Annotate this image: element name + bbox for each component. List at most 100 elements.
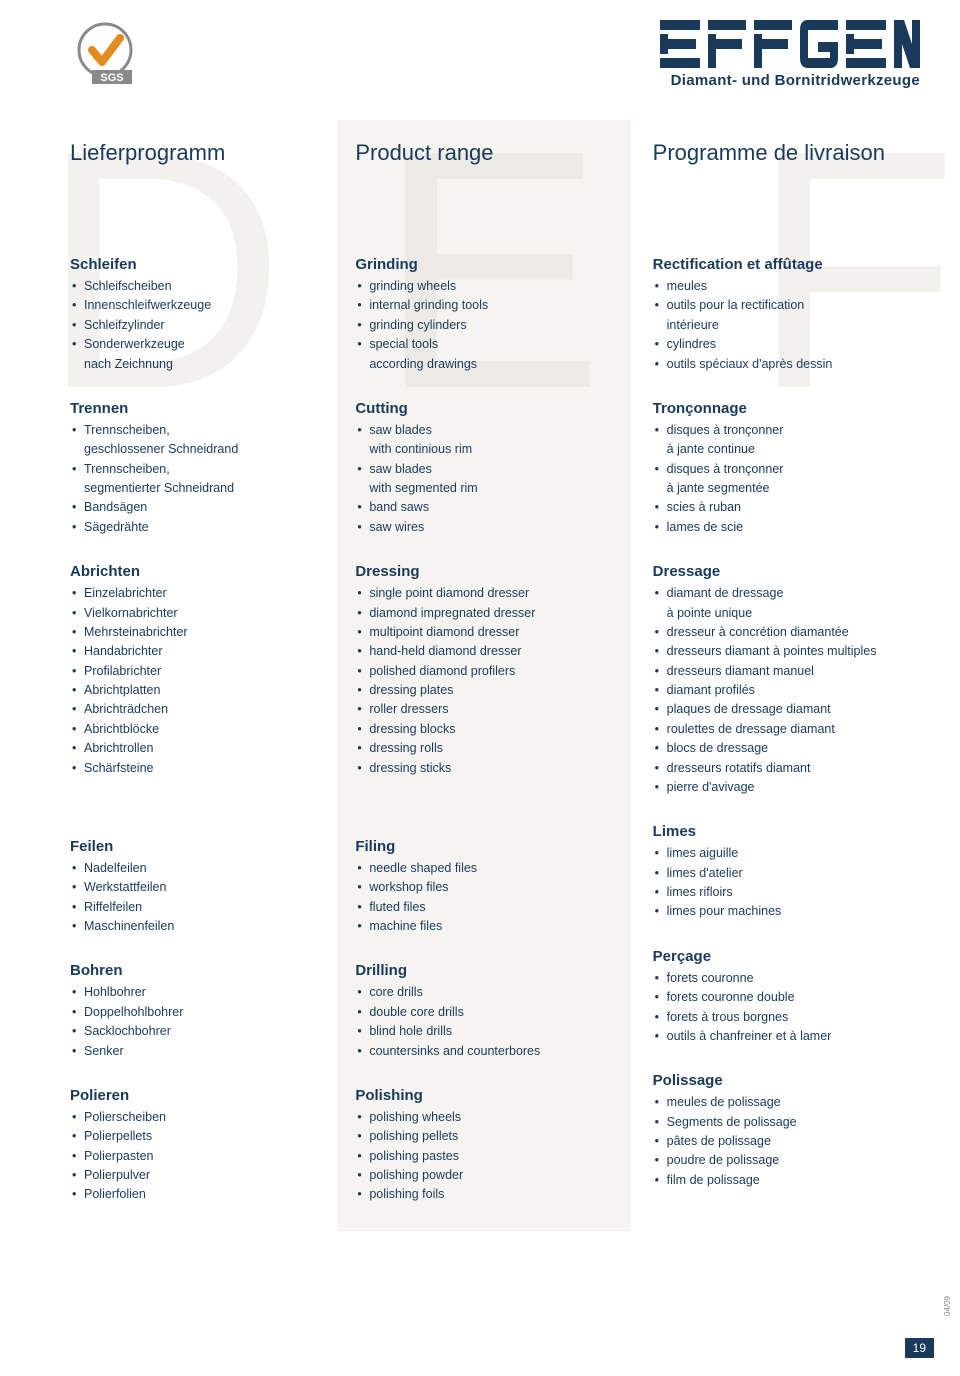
column-de: DLieferprogrammSchleifenSchleifscheibenI… [70, 120, 337, 1231]
list-item-line: intérieure [667, 316, 910, 335]
print-date-label: 04/09 [943, 1296, 952, 1316]
list-item: blocs de dressage [653, 739, 910, 758]
list-item-line: segmentierter Schneidrand [84, 479, 327, 498]
list-item: dresseurs rotatifs diamant [653, 759, 910, 778]
list-item: grinding cylinders [355, 316, 612, 335]
section-title: Limes [653, 823, 910, 840]
list-item: workshop files [355, 878, 612, 897]
section-title: Filing [355, 838, 612, 855]
list-item: Segments de polissage [653, 1113, 910, 1132]
brand-block: Diamant- und Bornitridwerkzeuge [660, 20, 920, 89]
list-item: meules [653, 277, 910, 296]
list-item: needle shaped files [355, 859, 612, 878]
list-item-line: according drawings [369, 355, 612, 374]
section-title: Polishing [355, 1087, 612, 1104]
list-item: forets couronne double [653, 988, 910, 1007]
section-list: PolierscheibenPolierpelletsPolierpastenP… [70, 1108, 327, 1205]
section-list: Trennscheiben,geschlossener SchneidrandT… [70, 421, 327, 537]
section-list: needle shaped filesworkshop filesfluted … [355, 859, 612, 937]
section: Polissage meules de polissageSegments de … [653, 1072, 910, 1190]
section-title: Abrichten [70, 563, 327, 580]
section-list: forets couronneforets couronne doublefor… [653, 969, 910, 1047]
section-title: Tronçonnage [653, 400, 910, 417]
section-title: Drilling [355, 962, 612, 979]
list-item: roller dressers [355, 700, 612, 719]
list-item: scies à ruban [653, 498, 910, 517]
section-list: diamant de dressageà pointe uniquedresse… [653, 584, 910, 797]
list-item: plaques de dressage diamant [653, 700, 910, 719]
list-item: Profilabrichter [70, 662, 327, 681]
list-item: forets à trous borgnes [653, 1008, 910, 1027]
list-item: limes aiguille [653, 844, 910, 863]
section-title: Bohren [70, 962, 327, 979]
list-item: core drills [355, 983, 612, 1002]
section-list: grinding wheelsinternal grinding toolsgr… [355, 277, 612, 374]
section: AbrichtenEinzelabrichterVielkornabrichte… [70, 563, 327, 778]
list-item: polished diamond profilers [355, 662, 612, 681]
list-item: special toolsaccording drawings [355, 335, 612, 374]
list-item: Innenschleifwerkzeuge [70, 296, 327, 315]
list-item: Abrichtrollen [70, 739, 327, 758]
list-item: forets couronne [653, 969, 910, 988]
list-item: polishing pastes [355, 1147, 612, 1166]
list-item: Nadelfeilen [70, 859, 327, 878]
list-item: Abrichtplatten [70, 681, 327, 700]
list-item: band saws [355, 498, 612, 517]
list-item: dresseur à concrétion diamantée [653, 623, 910, 642]
list-item: polishing pellets [355, 1127, 612, 1146]
list-item: Schleifscheiben [70, 277, 327, 296]
list-item: Schärfsteine [70, 759, 327, 778]
list-item: Doppelhohlbohrer [70, 1003, 327, 1022]
section: Drilling core drillsdouble core drillsbli… [355, 962, 612, 1061]
list-item: Riffelfeilen [70, 898, 327, 917]
list-item: grinding wheels [355, 277, 612, 296]
list-item: dressing rolls [355, 739, 612, 758]
list-item: lames de scie [653, 518, 910, 537]
list-item: polishing powder [355, 1166, 612, 1185]
section-list: meulesoutils pour la rectificationintéri… [653, 277, 910, 374]
list-item: Polierpellets [70, 1127, 327, 1146]
section-title: Perçage [653, 948, 910, 965]
section-title: Cutting [355, 400, 612, 417]
list-item: Hohlbohrer [70, 983, 327, 1002]
section-list: limes aiguillelimes d'atelierlimes riflo… [653, 844, 910, 922]
section: Perçage forets couronneforets couronne do… [653, 948, 910, 1047]
list-item: dressing plates [355, 681, 612, 700]
section-title: Polissage [653, 1072, 910, 1089]
list-item: internal grinding tools [355, 296, 612, 315]
list-item: Werkstattfeilen [70, 878, 327, 897]
section-title: Schleifen [70, 256, 327, 273]
section-title: Trennen [70, 400, 327, 417]
section: Cutting saw bladeswith continious rimsaw … [355, 400, 612, 537]
list-item: fluted files [355, 898, 612, 917]
list-item: Polierfolien [70, 1185, 327, 1204]
list-item: Bandsägen [70, 498, 327, 517]
column-title: Programme de livraison [653, 140, 910, 166]
section: Schleifen SchleifscheibenInnenschleifwerk… [70, 256, 327, 374]
list-item: poudre de polissage [653, 1151, 910, 1170]
section: Dressage diamant de dressageà pointe uniq… [653, 563, 910, 797]
list-item: saw wires [355, 518, 612, 537]
list-item: double core drills [355, 1003, 612, 1022]
list-item: countersinks and counterbores [355, 1042, 612, 1061]
list-item: Mehrsteinabrichter [70, 623, 327, 642]
list-item: blind hole drills [355, 1022, 612, 1041]
list-item: polishing wheels [355, 1108, 612, 1127]
column-en: EProduct rangeGrindinggrinding wheelsint… [337, 120, 630, 1231]
list-item-line: à pointe unique [667, 604, 910, 623]
section: BohrenHohlbohrerDoppelhohlbohrerSackloch… [70, 962, 327, 1061]
section-list: polishing wheelspolishing pelletspolishi… [355, 1108, 612, 1205]
section: Limes limes aiguillelimes d'atelierlimes … [653, 823, 910, 922]
section-list: core drillsdouble core drillsblind hole … [355, 983, 612, 1061]
section-list: saw bladeswith continious rimsaw bladesw… [355, 421, 612, 537]
list-item: dresseurs diamant manuel [653, 662, 910, 681]
list-item: dressing sticks [355, 759, 612, 778]
list-item: disques à tronçonnerà jante continue [653, 421, 910, 460]
list-item: Vielkornabrichter [70, 604, 327, 623]
list-item: limes d'atelier [653, 864, 910, 883]
list-item: Trennscheiben,geschlossener Schneidrand [70, 421, 327, 460]
section-title: Dressage [653, 563, 910, 580]
section: Tronçonnage disques à tronçonnerà jante c… [653, 400, 910, 537]
list-item: pâtes de polissage [653, 1132, 910, 1151]
section-list: meules de polissageSegments de polissage… [653, 1093, 910, 1190]
